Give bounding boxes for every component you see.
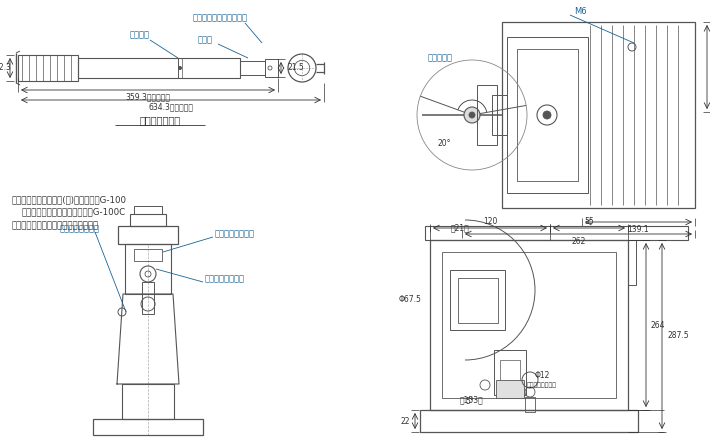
Text: 287.5: 287.5	[667, 331, 689, 340]
Text: 139.1: 139.1	[628, 226, 650, 235]
Text: リリーズスクリュ: リリーズスクリュ	[205, 274, 245, 284]
Circle shape	[464, 107, 480, 123]
Bar	[517, 49, 578, 181]
Bar	[420, 410, 638, 432]
Text: Φ12: Φ12	[535, 371, 550, 380]
Text: 32.3: 32.3	[0, 63, 11, 73]
Text: 634.3（最伸長）: 634.3（最伸長）	[148, 103, 194, 112]
Text: M6: M6	[574, 8, 586, 17]
Text: リリーズスクリュ差込口: リリーズスクリュ差込口	[192, 13, 248, 22]
Text: 55: 55	[584, 216, 594, 226]
Bar	[240, 61, 265, 75]
Bar	[142, 282, 154, 314]
Circle shape	[543, 111, 551, 119]
Text: 5°: 5°	[466, 397, 474, 406]
Text: 専用操作レバー: 専用操作レバー	[139, 115, 180, 125]
Text: 20°: 20°	[437, 139, 451, 148]
Text: 120: 120	[483, 216, 497, 226]
Bar	[450, 270, 505, 330]
Text: （21）: （21）	[451, 223, 469, 232]
Bar	[442, 252, 616, 398]
Text: 操作レバー差込口: 操作レバー差込口	[215, 230, 255, 239]
Bar	[93, 419, 203, 435]
Bar	[507, 37, 588, 193]
Text: Φ67.5: Φ67.5	[398, 296, 422, 305]
Text: ニッケルめっきタイプ：G-100C: ニッケルめっきタイプ：G-100C	[22, 207, 126, 216]
Text: レバー回転: レバー回転	[427, 54, 452, 62]
Bar	[78, 58, 240, 78]
Bar	[494, 350, 526, 395]
Bar	[496, 380, 524, 398]
Text: ストッパ: ストッパ	[130, 30, 150, 40]
Bar	[134, 206, 162, 214]
Text: 359.3（最縮長）: 359.3（最縮長）	[126, 92, 170, 102]
Bar	[477, 85, 497, 145]
Text: （シリンダ内径）: （シリンダ内径）	[527, 382, 557, 388]
Text: 21.5: 21.5	[288, 63, 305, 73]
Bar	[425, 226, 688, 240]
Text: 262: 262	[572, 238, 586, 247]
Bar	[458, 278, 498, 323]
Text: 伸縮式: 伸縮式	[197, 36, 212, 45]
Circle shape	[469, 112, 475, 118]
Text: 注１．型式　標準塗装(赤)タイプ　：G-100: 注１．型式 標準塗装(赤)タイプ ：G-100	[12, 195, 127, 204]
Text: ２．専用操作レバーが付属します。: ２．専用操作レバーが付属します。	[12, 221, 99, 230]
Circle shape	[178, 66, 182, 70]
Bar	[525, 397, 535, 412]
Bar	[502, 22, 695, 208]
Bar	[628, 240, 636, 285]
Bar	[430, 240, 628, 410]
Bar	[18, 55, 78, 81]
Bar	[125, 244, 171, 294]
Bar	[134, 249, 162, 261]
Text: 264: 264	[651, 321, 665, 330]
Bar	[492, 95, 507, 135]
Bar	[500, 360, 520, 385]
Bar	[118, 226, 178, 244]
Bar	[265, 59, 278, 77]
Text: オイルフィリング: オイルフィリング	[60, 224, 100, 234]
Text: （153）: （153）	[460, 396, 484, 405]
Text: 22: 22	[400, 417, 410, 425]
Bar	[122, 384, 174, 419]
Bar	[130, 214, 166, 226]
